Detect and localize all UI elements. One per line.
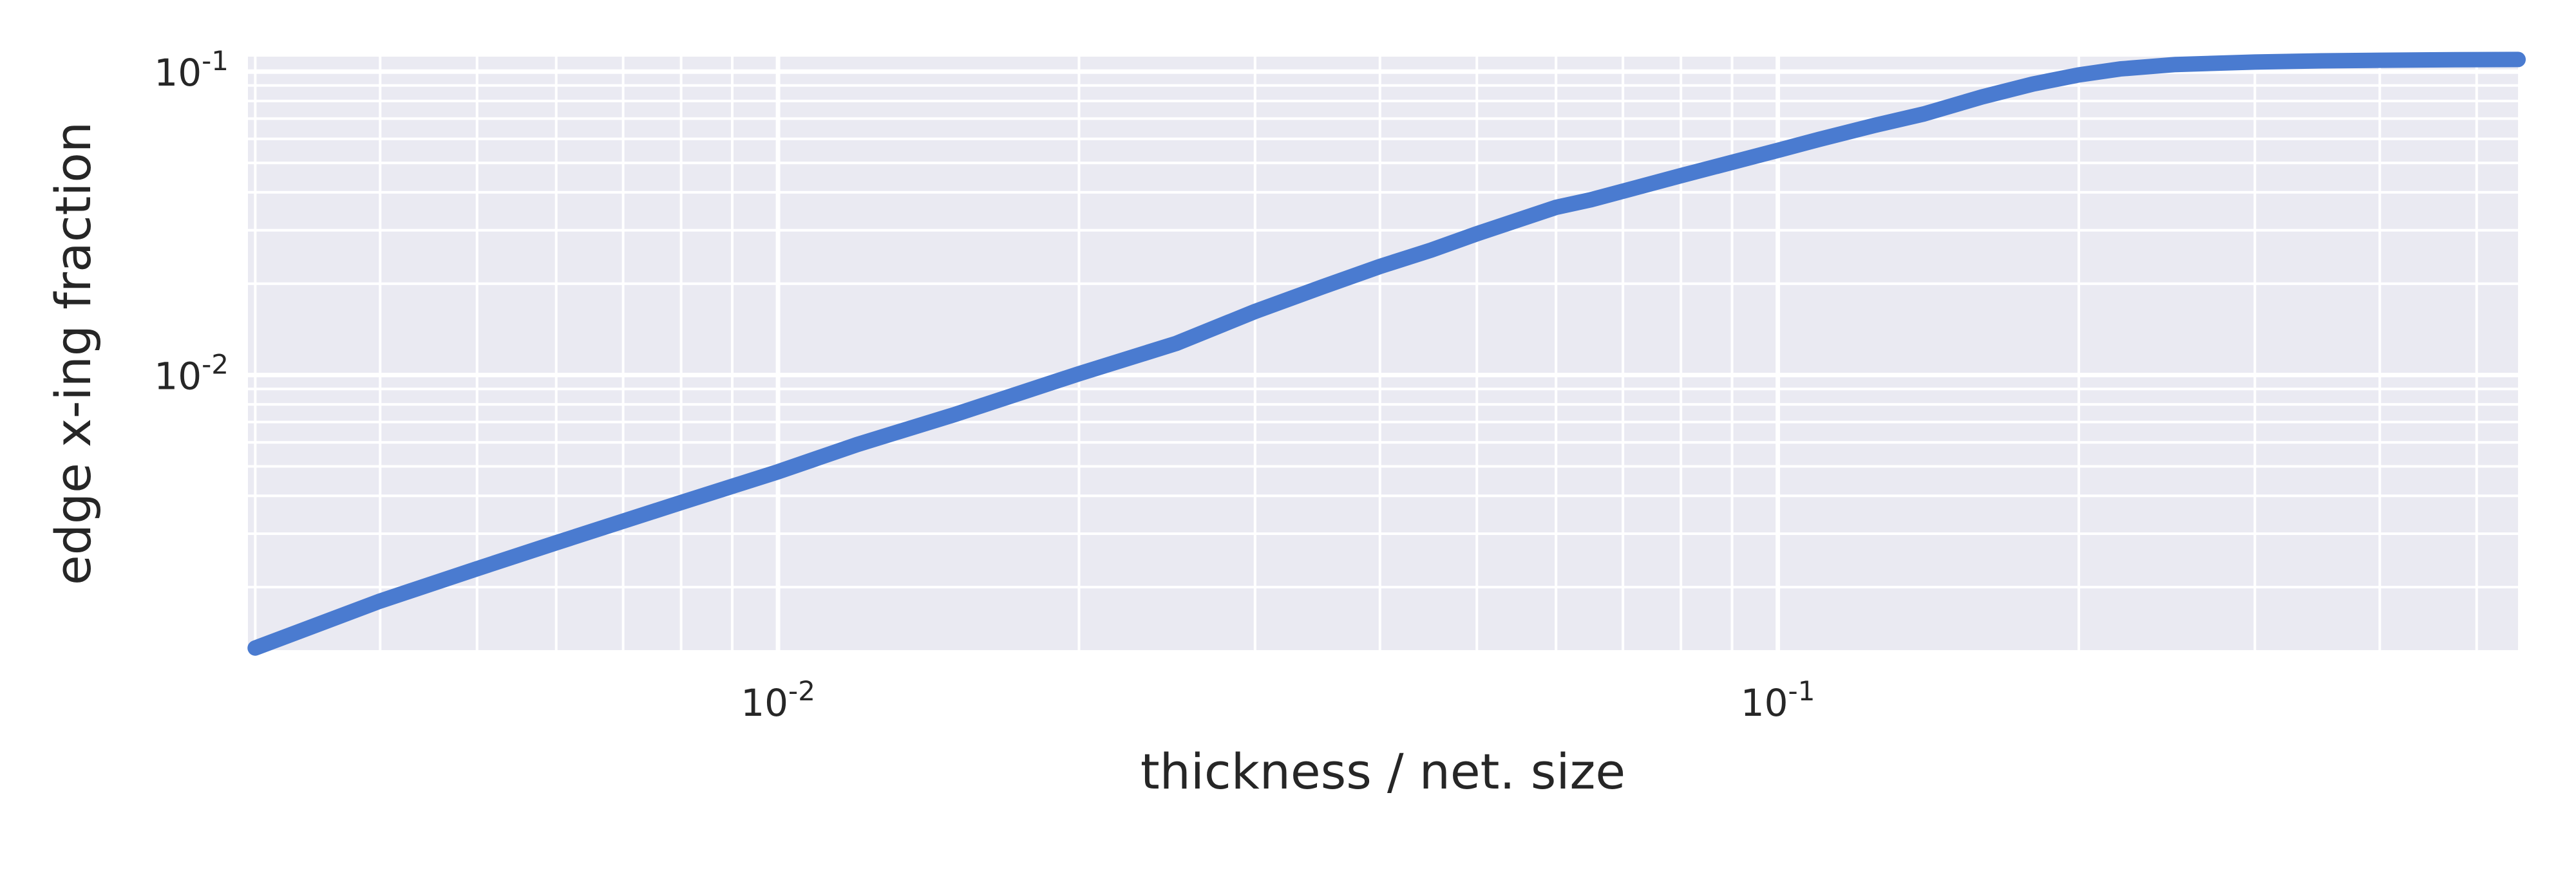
series-line [247,51,2526,656]
x-tick-label: 10-1 [1741,675,1815,725]
y-tick-labels: 10-2 10-1 [154,45,229,398]
plot-background [248,57,2518,650]
y-axis-label: edge x-ing fraction [44,122,102,585]
x-tick-labels: 10-2 10-1 [741,675,1815,725]
y-tick-label: 10-1 [154,45,229,95]
x-axis-label: thickness / net. size [1141,743,1625,800]
y-tick-label: 10-2 [154,349,229,398]
minor-grid [248,57,2518,650]
x-tick-label: 10-2 [741,675,815,725]
